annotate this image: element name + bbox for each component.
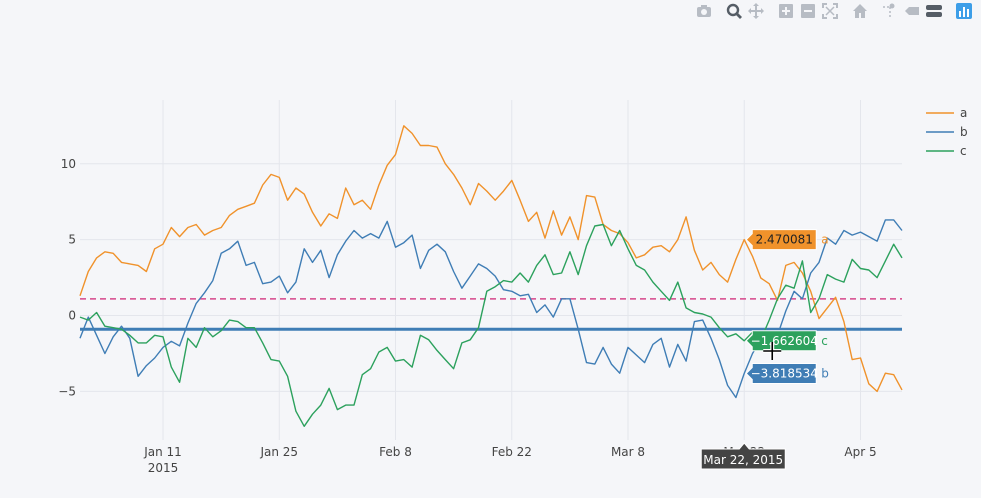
y-tick-label: −5 — [58, 384, 76, 398]
autoscale-icon[interactable] — [819, 2, 841, 20]
y-tick-label: 10 — [61, 157, 76, 171]
zoom-in-icon[interactable] — [775, 2, 797, 20]
hover-x-value: Mar 22, 2015 — [703, 453, 783, 467]
zoom-out-icon[interactable] — [797, 2, 819, 20]
x-tick-label: Feb 8 — [379, 445, 412, 459]
legend-label: c — [960, 144, 967, 158]
x-tick-label: Jan 11 — [143, 445, 182, 459]
hover-value: −1.662604 — [751, 334, 818, 348]
legend-label: a — [960, 106, 967, 120]
plotly-logo-icon[interactable] — [953, 2, 975, 20]
hover-closest-icon[interactable] — [901, 2, 923, 20]
hover-labels: 2.470081 a −1.662604 c −3.818534 b Mar 22, 201… — [700, 229, 829, 470]
hover-box — [745, 330, 817, 352]
y-tick-label: 5 — [68, 233, 76, 247]
legend-item-a[interactable]: a — [926, 106, 967, 120]
hover-value: −3.818534 — [751, 366, 818, 380]
hover-label-a: 2.470081 a — [745, 229, 829, 251]
hover-series-name: a — [821, 233, 828, 247]
spike-lines-icon[interactable] — [879, 2, 901, 20]
x-tick-label: Apr 5 — [844, 445, 876, 459]
x-tick-label: Feb 22 — [492, 445, 532, 459]
x-tick-label: Jan 25 — [259, 445, 298, 459]
grid — [80, 100, 902, 440]
series-line-a[interactable] — [79, 125, 903, 393]
hover-label-c: −1.662604 c — [745, 330, 828, 352]
camera-icon[interactable] — [693, 2, 715, 20]
zoom-icon[interactable] — [723, 2, 745, 20]
modebar — [693, 2, 975, 20]
reference-lines — [80, 298, 902, 331]
legend-item-b[interactable]: b — [926, 125, 968, 139]
pan-icon[interactable] — [745, 2, 767, 20]
series-line-c[interactable] — [79, 223, 903, 427]
hover-series-name: b — [821, 366, 829, 380]
crosshair-cursor-icon — [763, 342, 782, 360]
hover-x-label: Mar 22, 2015 — [700, 442, 786, 470]
hover-box — [745, 229, 817, 251]
x-tick-year: 2015 — [148, 461, 179, 475]
hover-compare-icon[interactable] — [923, 2, 945, 20]
x-tick-label: Mar 8 — [611, 445, 645, 459]
y-tick-label: 0 — [68, 309, 76, 323]
home-icon[interactable] — [849, 2, 871, 20]
hover-x-box — [700, 442, 786, 470]
legend[interactable]: abc — [926, 106, 968, 158]
hover-label-b: −3.818534 b — [745, 362, 829, 384]
legend-item-c[interactable]: c — [926, 144, 967, 158]
legend-label: b — [960, 125, 968, 139]
hover-series-name: c — [821, 334, 828, 348]
hover-box — [745, 362, 817, 384]
hover-value: 2.470081 — [756, 233, 813, 247]
